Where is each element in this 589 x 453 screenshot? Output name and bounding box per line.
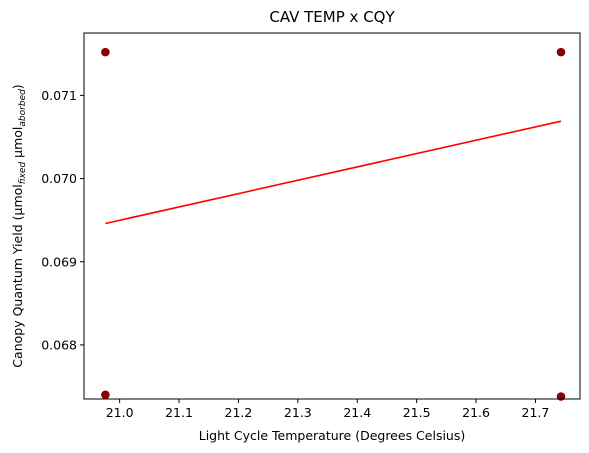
y-tick-label: 0.070 [41,171,77,186]
y-label-sub-absorbed: aborbed [18,89,28,127]
y-tick-label: 0.069 [41,254,77,269]
plot-frame [83,32,581,400]
data-point [101,390,110,400]
y-label-suffix: ) [10,84,25,89]
x-tick-label: 21.3 [284,405,312,420]
x-tick-label: 21.7 [522,405,550,420]
data-point [556,392,566,401]
y-label-middle: µmol [10,127,25,162]
x-axis-label: Light Cycle Temperature (Degrees Celsius… [199,428,466,443]
data-point [556,47,566,57]
x-tick-label: 21.1 [165,405,193,420]
y-axis: 0.068 0.069 0.070 0.071 [41,88,84,352]
x-tick-label: 21.5 [403,405,431,420]
trendline [105,120,562,225]
x-tick-label: 21.6 [462,405,490,420]
chart-title: CAV TEMP x CQY [269,8,395,26]
x-tick-label: 21.0 [106,405,134,420]
y-label-sub-fixed: fixed [18,162,28,185]
y-tick-label: 0.071 [41,88,77,103]
y-tick-label: 0.068 [41,337,77,352]
x-tick-label: 21.2 [225,405,253,420]
data-point [101,47,110,57]
plot-area [83,32,581,401]
y-label-prefix: Canopy Quantum Yield (µmol [10,184,25,367]
y-axis-label: Canopy Quantum Yield (µmolfixed µmolabor… [10,84,28,367]
x-tick-label: 21.4 [343,405,371,420]
x-axis: 21.0 21.1 21.2 21.3 21.4 21.5 21.6 21.7 [106,399,550,420]
